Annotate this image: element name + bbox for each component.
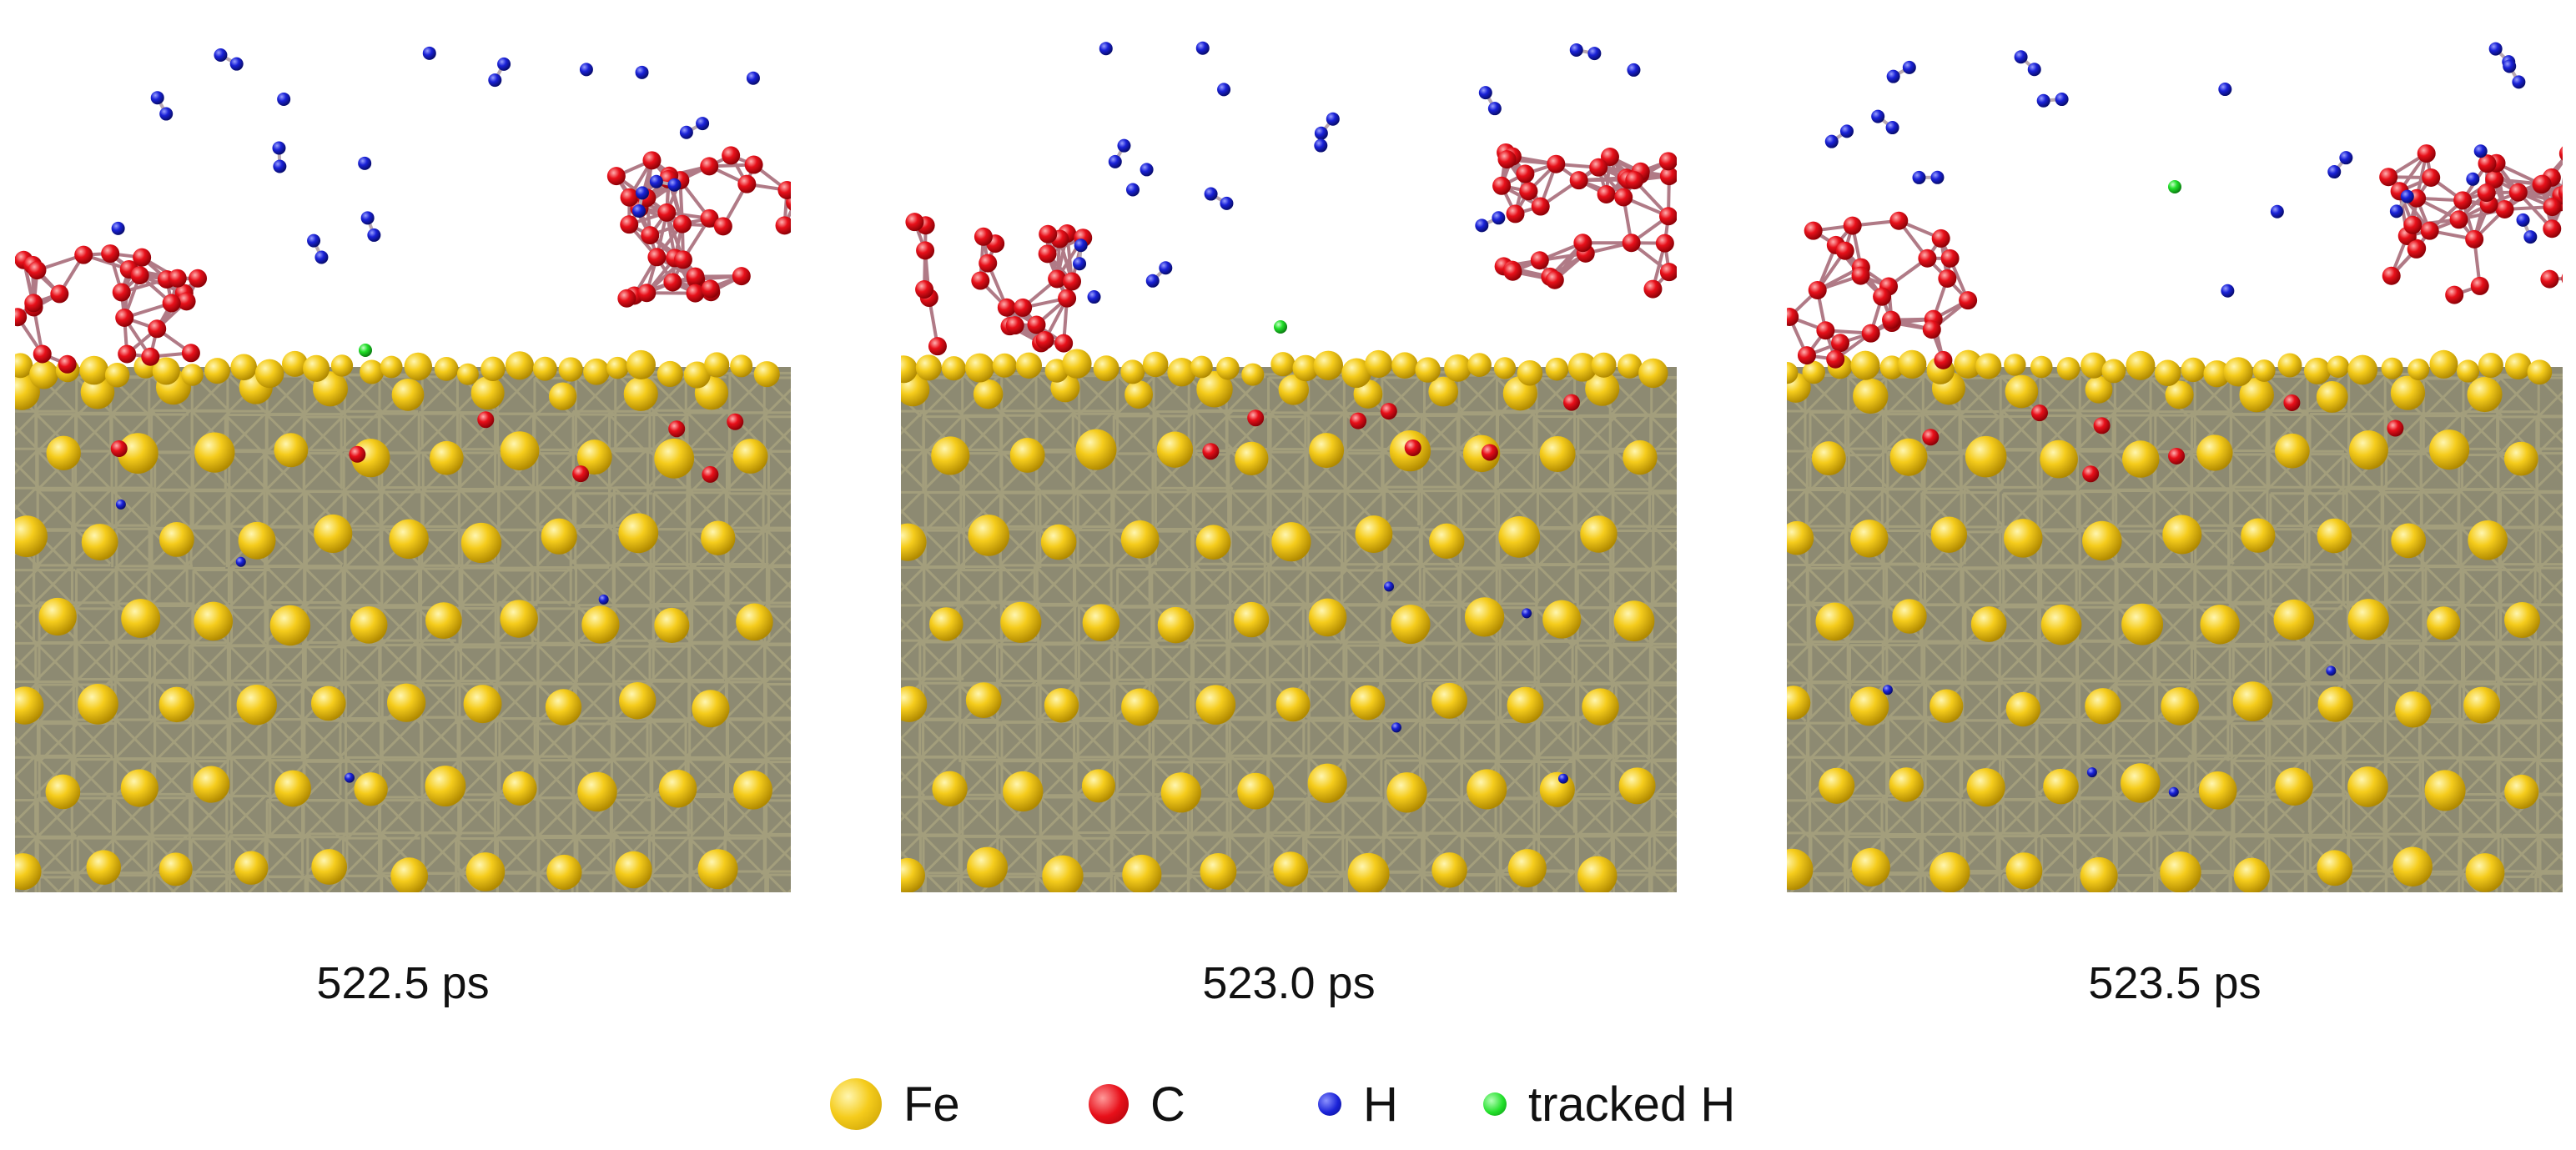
legend-item-h: H: [1318, 1071, 1398, 1137]
snapshot-panel-2: [901, 33, 1677, 892]
tracked-h-atom: [359, 344, 372, 357]
c-atom-icon: [1089, 1084, 1129, 1124]
legend-item-fe: Fe: [830, 1071, 960, 1137]
legend-item-tracked-h: tracked H: [1483, 1071, 1735, 1137]
carbon-clusters: [905, 143, 1677, 356]
legend-label-h: H: [1363, 1077, 1398, 1132]
hydrogen-atoms: [1073, 41, 1641, 784]
legend-label-fe: Fe: [903, 1077, 960, 1132]
md-snapshot: [901, 41, 1677, 892]
tracked-h-atom: [2168, 180, 2181, 193]
fe-bond-network: [15, 370, 791, 892]
snapshot-panel-1: [15, 33, 791, 892]
legend-item-c: C: [1089, 1071, 1185, 1137]
carbon-clusters: [15, 146, 791, 374]
legend-label-tracked-h: tracked H: [1528, 1077, 1736, 1132]
snapshot-panel-3: [1787, 33, 2563, 892]
tracked-h-atom-icon: [1483, 1092, 1507, 1116]
fe-atom-icon: [830, 1078, 882, 1130]
md-snapshot: [15, 46, 791, 892]
md-snapshot: [1787, 42, 2563, 892]
carbon-clusters: [1787, 144, 2563, 369]
h-atom-icon: [1318, 1092, 1341, 1116]
time-label-1: 522.5 ps: [316, 958, 490, 1008]
tracked-h-atom: [1274, 320, 1287, 334]
time-label-2: 523.0 ps: [1202, 958, 1376, 1008]
fe-atoms: [1787, 349, 2553, 892]
legend-label-c: C: [1150, 1077, 1185, 1132]
hydrogen-atoms: [1824, 42, 2538, 797]
fe-atoms: [15, 349, 780, 892]
fe-atoms: [901, 349, 1668, 892]
hydrogen-atoms: [111, 46, 760, 783]
legend: Fe C H tracked H: [0, 1071, 2576, 1137]
time-label-3: 523.5 ps: [2088, 958, 2262, 1008]
